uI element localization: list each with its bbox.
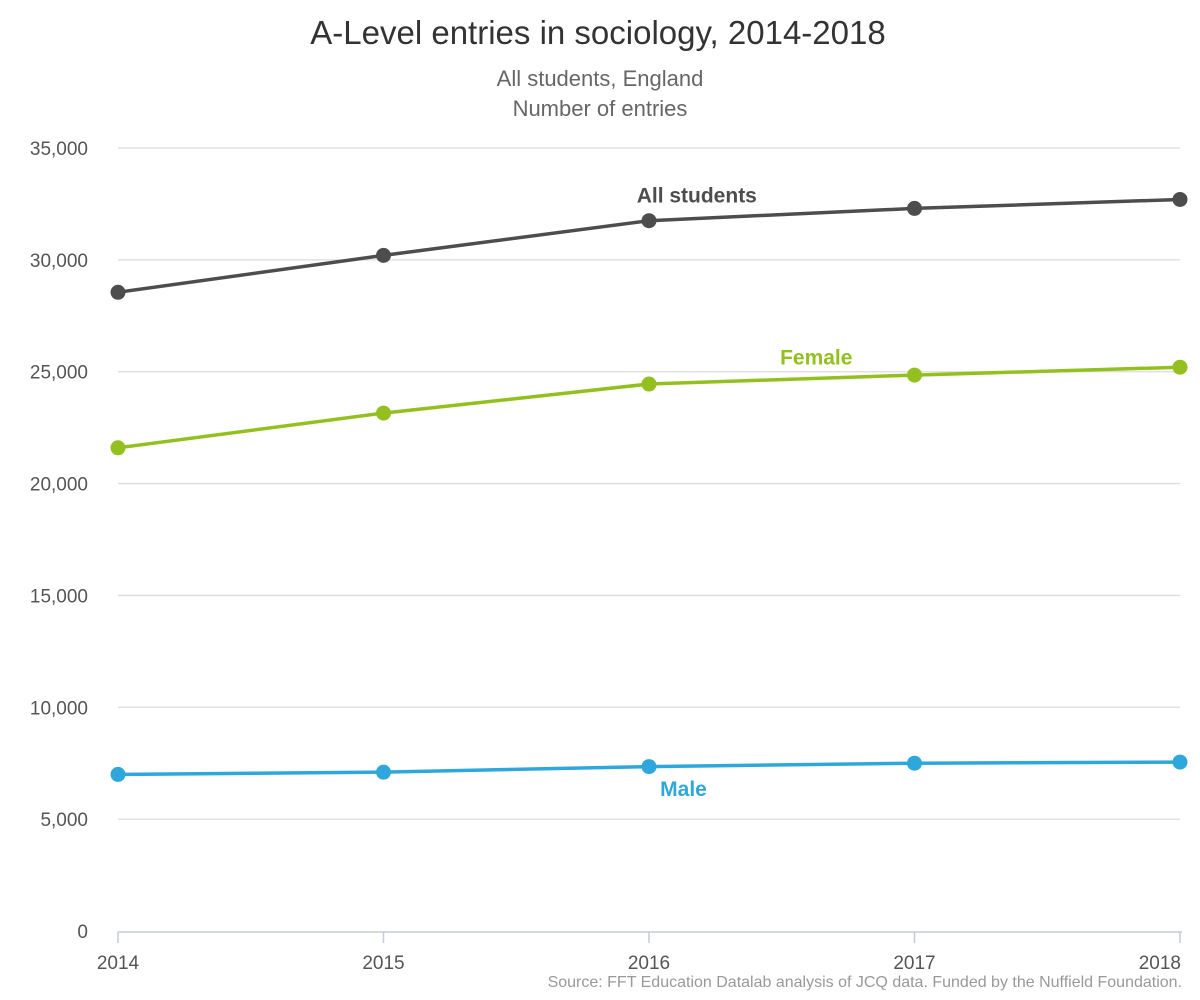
data-point-female-2015: [376, 405, 391, 421]
y-tick-label-15000: 15,000: [30, 586, 88, 607]
chart-subtitle-measure: Number of entries: [512, 96, 688, 121]
data-point-male-2015: [376, 764, 391, 780]
data-point-male-2018: [1172, 754, 1188, 770]
y-tick-label-5000: 5,000: [40, 810, 88, 831]
y-tick-label-25000: 25,000: [30, 363, 88, 384]
data-point-female-2016: [641, 376, 657, 392]
y-tick-label-30000: 30,000: [30, 251, 88, 272]
x-tick-label-2018: 2018: [1139, 953, 1181, 974]
data-point-female-2017: [907, 367, 922, 383]
data-point-all-students-2014: [110, 284, 126, 300]
series-label-female: Female: [780, 346, 852, 369]
data-point-all-students-2015: [376, 247, 391, 263]
series-label-all-students: All students: [637, 184, 757, 207]
data-point-all-students-2016: [641, 213, 657, 229]
y-tick-label-35000: 35,000: [30, 139, 88, 160]
y-tick-label-0: 0: [77, 922, 88, 943]
chart-subtitle-population: All students, England: [496, 66, 704, 91]
data-point-all-students-2018: [1172, 191, 1188, 207]
x-tick-label-2017: 2017: [893, 953, 935, 974]
data-point-female-2018: [1172, 359, 1188, 375]
axes: 0 5,000 10,000 15,000 20,000 25,000 30,000 35,0…: [30, 139, 1182, 974]
series-label-male: Male: [660, 778, 707, 801]
gridlines: [118, 147, 1180, 820]
data-point-female-2014: [110, 440, 126, 456]
data-point-male-2016: [641, 759, 657, 775]
data-point-all-students-2017: [907, 200, 922, 216]
x-tick-label-2016: 2016: [628, 953, 670, 974]
series-lines: [110, 191, 1188, 782]
data-point-male-2017: [907, 755, 922, 771]
y-tick-label-20000: 20,000: [30, 475, 88, 496]
source-note: Source: FFT Education Datalab analysis o…: [547, 974, 1182, 991]
data-point-male-2014: [110, 766, 126, 782]
series-labels: All students Female Male: [637, 184, 853, 801]
x-tick-label-2014: 2014: [97, 953, 140, 974]
chart-title: A-Level entries in sociology, 2014-2018: [310, 14, 886, 51]
y-tick-label-10000: 10,000: [30, 698, 88, 719]
x-tick-label-2015: 2015: [362, 953, 404, 974]
